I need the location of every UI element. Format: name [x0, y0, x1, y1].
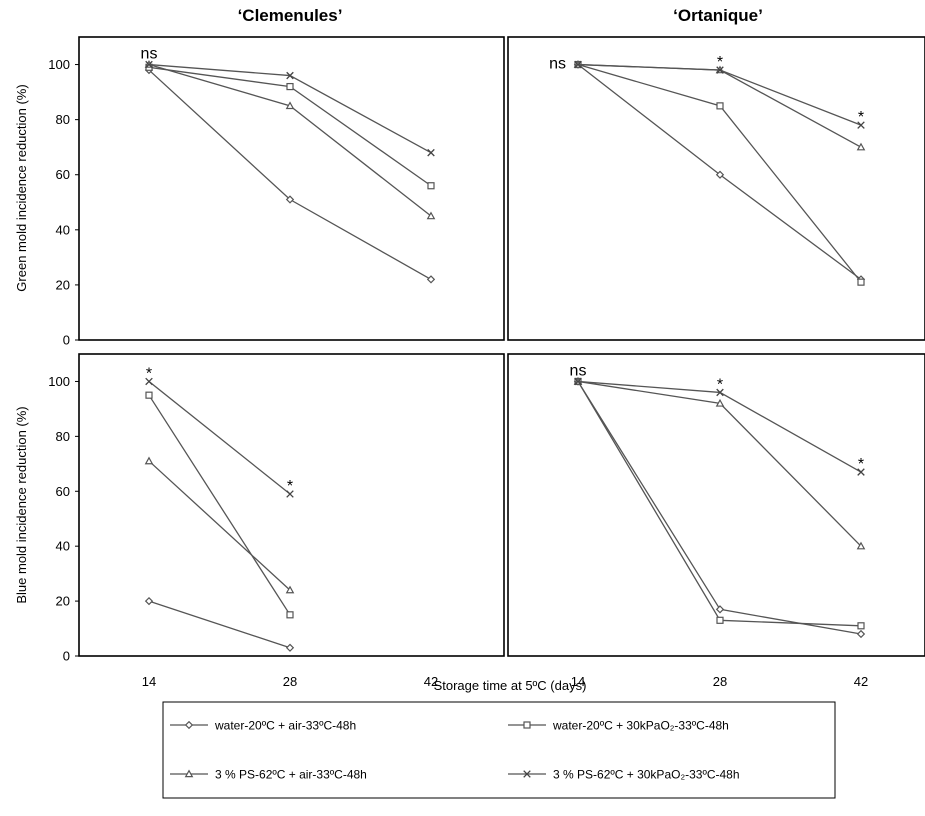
data-point-diamond [715, 170, 725, 179]
series-line-x [577, 380, 862, 473]
legend-marker-triangle [184, 769, 194, 778]
panel-frame [507, 36, 925, 341]
panel-4: 14 28 42 ns * * [507, 353, 925, 689]
significance-label: ns [141, 46, 158, 63]
legend-marker-square [523, 721, 531, 729]
data-point-triangle [144, 456, 154, 465]
panel-1: 0 20 40 60 80 100 ns [48, 36, 505, 348]
y-tick-label: 60 [56, 484, 70, 499]
x-tick-label: 28 [283, 674, 297, 689]
y-axis-title-green: Green mold incidence reduction (%) [14, 84, 29, 291]
x-axis-title: Storage time at 5ºC (days) [434, 678, 587, 693]
data-point-square [427, 182, 435, 190]
x-tick-label: 14 [142, 674, 156, 689]
data-point-diamond [426, 275, 436, 284]
panel-2: ns * * [507, 36, 925, 341]
data-point-square [286, 611, 294, 619]
legend-label: 3 % PS-62ºC + 30kPaO₂-33ºC-48h [553, 768, 740, 782]
data-point-x [857, 121, 865, 129]
legend: water-20ºC + air-33ºC-48h water-20ºC + 30… [162, 701, 836, 799]
data-point-triangle [715, 398, 725, 407]
significance-label: * [146, 365, 152, 382]
y-tick-label: 20 [56, 277, 70, 292]
data-point-x [286, 490, 294, 498]
data-point-diamond [285, 643, 295, 652]
data-point-square [857, 278, 865, 286]
column-title-ortanique: ‘Ortanique’ [673, 6, 763, 25]
significance-label: * [287, 478, 293, 495]
series-line-x [148, 380, 291, 495]
y-tick-label: 0 [63, 649, 70, 664]
significance-label: ns [549, 56, 566, 73]
series-line-x [577, 63, 862, 126]
y-tick-label: 20 [56, 594, 70, 609]
legend-marker-x [523, 770, 531, 778]
y-tick-label: 80 [56, 112, 70, 127]
y-tick-label: 0 [63, 333, 70, 348]
data-point-triangle [856, 541, 866, 550]
column-title-clemenules: ‘Clemenules’ [238, 6, 343, 25]
data-point-x [145, 60, 153, 69]
data-point-triangle [285, 101, 295, 110]
legend-item-x: 3 % PS-62ºC + 30kPaO₂-33ºC-48h [508, 768, 740, 782]
significance-label: * [858, 109, 864, 126]
data-point-x [716, 66, 724, 74]
x-tick-label: 14 [571, 674, 585, 689]
significance-label: * [858, 456, 864, 473]
data-point-x [857, 468, 865, 476]
data-point-diamond [285, 195, 295, 204]
significance-label: * [717, 54, 723, 71]
legend-box [162, 701, 836, 799]
data-point-square [716, 616, 724, 624]
significance-label: ns [570, 362, 587, 379]
legend-item-diamond: water-20ºC + air-33ºC-48h [170, 719, 356, 733]
y-tick-label: 80 [56, 429, 70, 444]
significance-label: * [717, 376, 723, 393]
legend-label: water-20ºC + air-33ºC-48h [214, 719, 356, 733]
series-line-diamond [148, 600, 291, 649]
panel-3: 0 20 40 60 80 100 14 28 42 * * [48, 353, 505, 689]
legend-label: 3 % PS-62ºC + air-33ºC-48h [215, 768, 367, 782]
legend-item-square: water-20ºC + 30kPaO₂-33ºC-48h [508, 719, 729, 733]
panel-frame [78, 353, 505, 657]
data-point-square [145, 391, 153, 399]
data-point-square [716, 102, 724, 110]
data-point-square [286, 82, 294, 91]
y-tick-label: 60 [56, 167, 70, 182]
data-point-diamond [715, 605, 725, 614]
y-tick-label: 100 [48, 374, 70, 389]
data-point-x [574, 377, 582, 386]
data-point-x [427, 148, 435, 157]
data-point-x [286, 71, 294, 80]
series-line-triangle [148, 460, 291, 591]
y-tick-label: 40 [56, 222, 70, 237]
legend-marker-diamond [184, 720, 194, 730]
x-tick-label: 42 [854, 674, 868, 689]
legend-label: water-20ºC + 30kPaO₂-33ºC-48h [552, 719, 729, 733]
y-axis-title-blue: Blue mold incidence reduction (%) [14, 406, 29, 603]
data-point-x [716, 388, 724, 397]
series-line-diamond [577, 381, 862, 635]
data-point-triangle [285, 585, 295, 594]
panel-frame [78, 36, 505, 341]
x-tick-label: 28 [713, 674, 727, 689]
y-tick-label: 40 [56, 539, 70, 554]
data-point-square [857, 622, 865, 630]
x-tick-label: 42 [424, 674, 438, 689]
y-tick-label: 100 [48, 57, 70, 72]
data-point-triangle [856, 142, 866, 151]
data-point-x [574, 60, 582, 69]
series-line-square [148, 394, 291, 616]
legend-item-triangle: 3 % PS-62ºC + air-33ºC-48h [170, 768, 367, 782]
data-point-diamond [144, 596, 154, 606]
panel-frame [507, 353, 925, 657]
data-point-triangle [426, 211, 436, 220]
data-point-diamond [856, 629, 866, 639]
data-point-x [145, 377, 153, 386]
